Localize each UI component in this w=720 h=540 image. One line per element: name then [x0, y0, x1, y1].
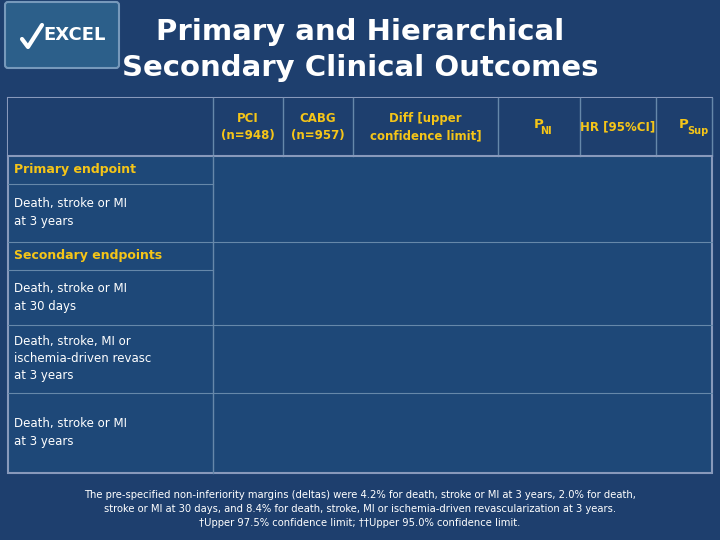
FancyBboxPatch shape — [5, 2, 119, 68]
Bar — [8, 98, 712, 156]
Text: CABG
(n=957): CABG (n=957) — [291, 112, 345, 142]
Text: Death, stroke or MI
at 3 years: Death, stroke or MI at 3 years — [14, 198, 127, 228]
Text: Death, stroke or MI
at 30 days: Death, stroke or MI at 30 days — [14, 282, 127, 313]
Text: Sup: Sup — [687, 126, 708, 136]
Text: NI: NI — [540, 126, 552, 136]
Text: Primary endpoint: Primary endpoint — [14, 164, 136, 177]
Text: P: P — [679, 118, 689, 131]
Text: The pre-specified non-inferiority margins (deltas) were 4.2% for death, stroke o: The pre-specified non-inferiority margin… — [84, 490, 636, 528]
Text: Primary and Hierarchical: Primary and Hierarchical — [156, 18, 564, 46]
Text: P: P — [534, 118, 544, 131]
Text: EXCEL: EXCEL — [44, 26, 106, 44]
Text: PCI
(n=948): PCI (n=948) — [221, 112, 275, 142]
Text: Death, stroke, MI or
ischemia-driven revasc
at 3 years: Death, stroke, MI or ischemia-driven rev… — [14, 335, 151, 382]
Text: Death, stroke or MI
at 3 years: Death, stroke or MI at 3 years — [14, 417, 127, 449]
Text: HR [95%CI]: HR [95%CI] — [580, 120, 656, 133]
Text: Secondary Clinical Outcomes: Secondary Clinical Outcomes — [122, 54, 598, 82]
Text: Secondary endpoints: Secondary endpoints — [14, 249, 162, 262]
Text: Diff [upper
confidence limit]: Diff [upper confidence limit] — [369, 112, 481, 142]
Bar — [8, 98, 712, 473]
